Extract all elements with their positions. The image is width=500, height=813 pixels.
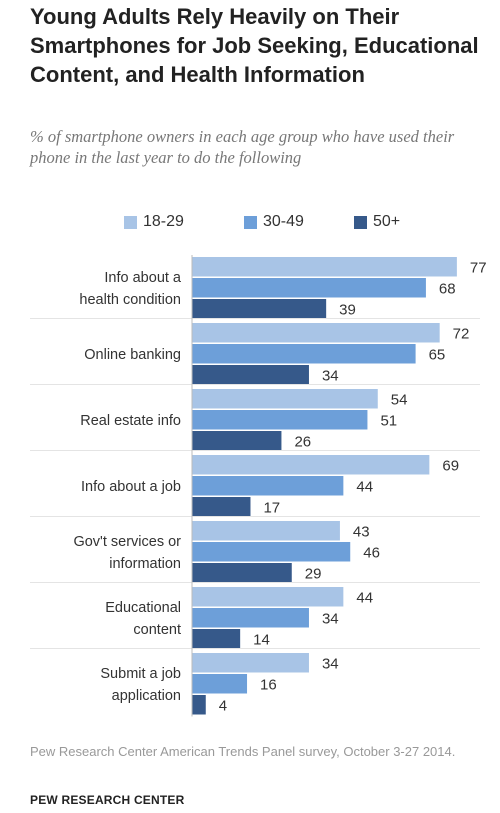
category-label: Info about a bbox=[104, 270, 182, 286]
category-label: information bbox=[109, 556, 181, 572]
data-label-18-29: 44 bbox=[356, 589, 373, 606]
data-label-50-plus: 39 bbox=[339, 301, 356, 318]
bar-30-49 bbox=[192, 674, 248, 694]
data-label-50-plus: 26 bbox=[294, 433, 311, 450]
category-label: application bbox=[112, 688, 181, 704]
legend-item-18-29: 18-29 bbox=[124, 213, 184, 231]
bar-30-49 bbox=[192, 410, 368, 430]
data-label-50-plus: 17 bbox=[263, 499, 280, 516]
data-label-18-29: 34 bbox=[322, 655, 339, 672]
data-label-18-29: 72 bbox=[453, 325, 470, 342]
brand-footer: PEW RESEARCH CENTER bbox=[30, 793, 185, 807]
legend-label-50-plus: 50+ bbox=[373, 213, 401, 230]
bar-30-49 bbox=[192, 344, 416, 364]
data-label-50-plus: 4 bbox=[219, 697, 227, 714]
source-note: Pew Research Center American Trends Pane… bbox=[30, 744, 456, 759]
legend: 18-29 30-49 50+ bbox=[0, 213, 500, 235]
bar-50-plus bbox=[192, 563, 292, 583]
legend-swatch-30-49 bbox=[244, 215, 257, 229]
bar-18-29 bbox=[192, 257, 457, 277]
data-label-50-plus: 34 bbox=[322, 367, 339, 384]
data-label-50-plus: 29 bbox=[305, 565, 322, 582]
data-label-30-49: 34 bbox=[322, 610, 339, 627]
data-label-18-29: 77 bbox=[470, 259, 487, 276]
bar-30-49 bbox=[192, 608, 309, 628]
data-label-18-29: 43 bbox=[353, 523, 370, 540]
data-label-30-49: 46 bbox=[363, 544, 380, 561]
data-label-30-49: 16 bbox=[260, 676, 277, 693]
data-label-30-49: 51 bbox=[380, 412, 397, 429]
bar-30-49 bbox=[192, 278, 426, 298]
legend-label-18-29: 18-29 bbox=[143, 213, 184, 230]
category-label: Gov't services or bbox=[73, 534, 181, 550]
category-label: Online banking bbox=[84, 347, 181, 363]
category-label: Real estate info bbox=[80, 413, 181, 429]
bar-18-29 bbox=[192, 389, 378, 409]
bar-18-29 bbox=[192, 455, 430, 475]
category-label: Submit a job bbox=[100, 666, 181, 682]
legend-item-30-49: 30-49 bbox=[244, 213, 304, 231]
bar-18-29 bbox=[192, 587, 344, 607]
legend-swatch-50-plus bbox=[354, 215, 367, 229]
bar-50-plus bbox=[192, 431, 282, 451]
bar-18-29 bbox=[192, 653, 309, 673]
chart-subtitle: % of smartphone owners in each age group… bbox=[30, 127, 455, 167]
bar-50-plus bbox=[192, 299, 327, 319]
category-label: Info about a job bbox=[81, 479, 181, 495]
bar-18-29 bbox=[192, 521, 340, 541]
bar-50-plus bbox=[192, 365, 309, 385]
data-label-30-49: 68 bbox=[439, 280, 456, 297]
legend-swatch-18-29 bbox=[124, 215, 137, 229]
data-label-18-29: 54 bbox=[391, 391, 408, 408]
bar-50-plus bbox=[192, 497, 251, 517]
category-label: health condition bbox=[79, 292, 181, 308]
data-label-30-49: 65 bbox=[429, 346, 446, 363]
data-label-18-29: 69 bbox=[442, 457, 459, 474]
bar-30-49 bbox=[192, 476, 344, 496]
chart-title: Young Adults Rely Heavily on Their Smart… bbox=[30, 4, 479, 87]
bar-50-plus bbox=[192, 629, 241, 649]
category-label: Educational bbox=[105, 600, 181, 616]
data-label-30-49: 44 bbox=[356, 478, 373, 495]
bar-18-29 bbox=[192, 323, 440, 343]
legend-label-30-49: 30-49 bbox=[263, 213, 304, 230]
legend-item-50-plus: 50+ bbox=[354, 213, 400, 231]
data-label-50-plus: 14 bbox=[253, 631, 270, 648]
bar-30-49 bbox=[192, 542, 351, 562]
bar-50-plus bbox=[192, 695, 206, 715]
category-label: content bbox=[133, 622, 181, 638]
